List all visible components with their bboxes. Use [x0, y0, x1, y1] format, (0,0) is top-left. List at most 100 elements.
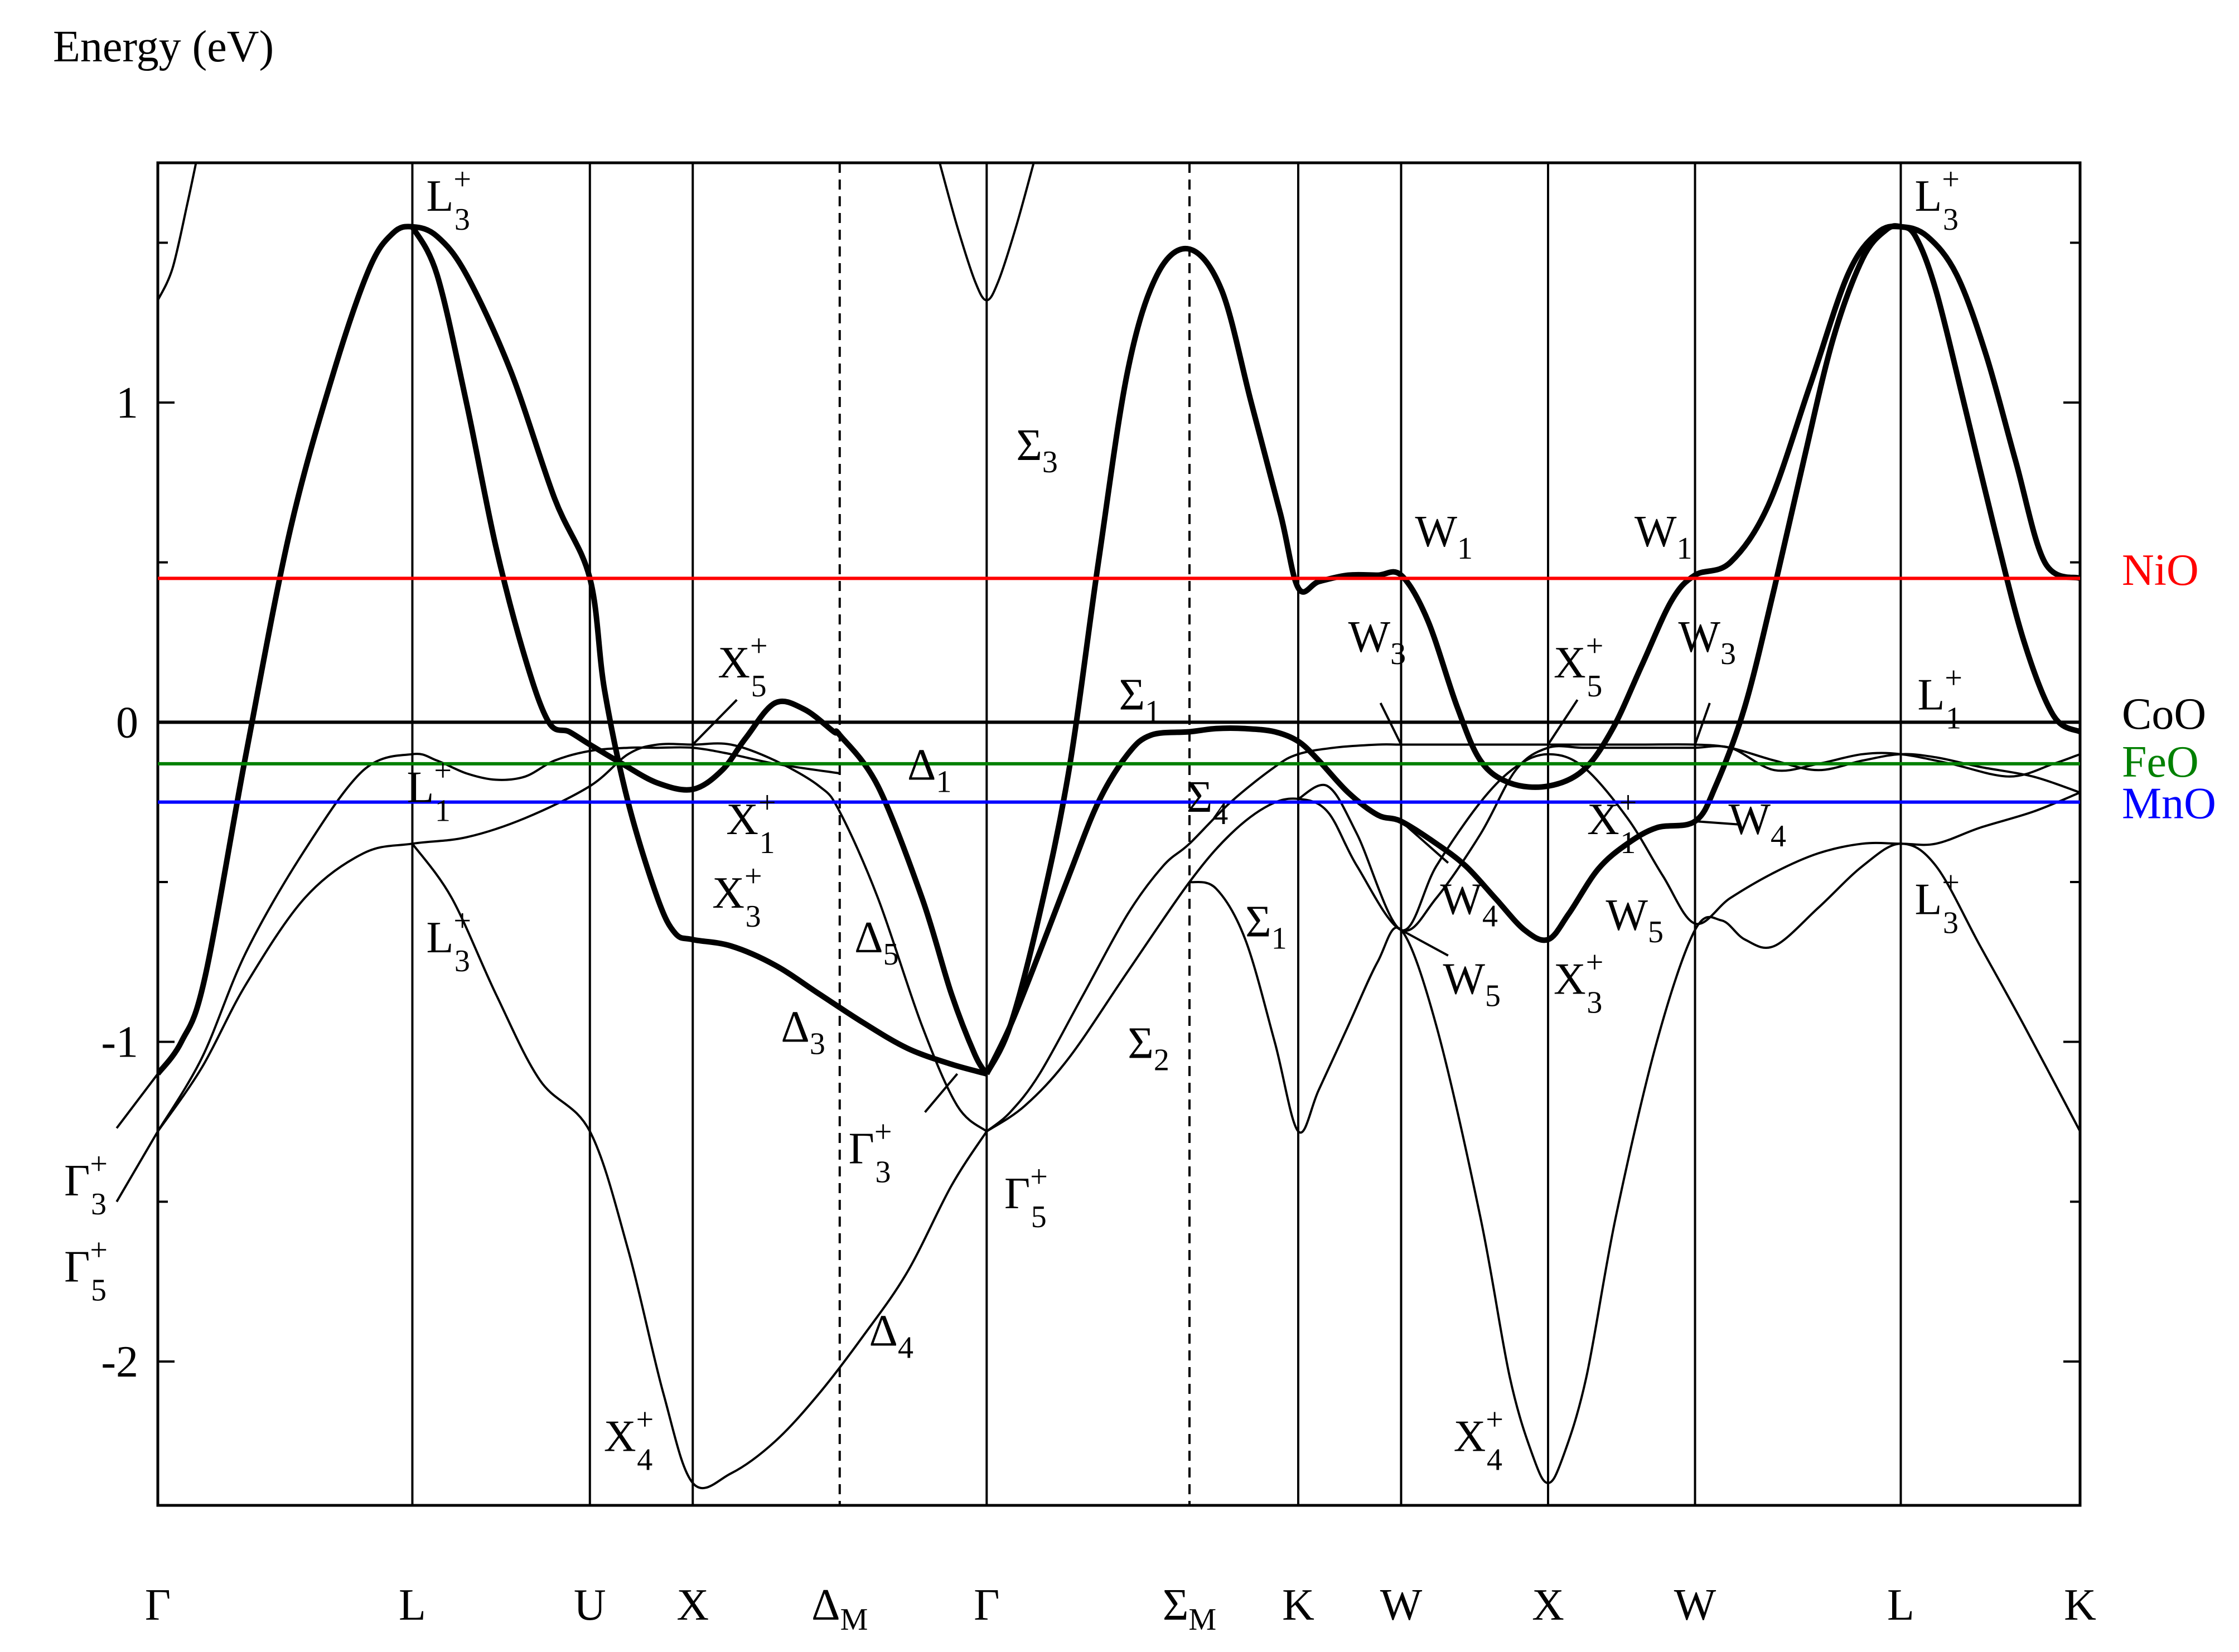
symmetry-label: L+ 3: [426, 904, 471, 978]
label-base: L: [426, 172, 453, 221]
k-point-symbol: K: [1282, 1581, 1314, 1630]
k-point-label: L: [1887, 1581, 1914, 1630]
label-superscript: +: [1586, 946, 1604, 980]
y-tick-label: -1: [101, 1018, 138, 1067]
label-base: FeO: [2122, 738, 2199, 787]
symmetry-label: X+ 4: [1454, 1403, 1503, 1477]
annotation-leader-line: [115, 1073, 159, 1129]
symmetry-label: X+ 5: [718, 629, 767, 704]
k-point-label: W: [1380, 1581, 1423, 1630]
symmetry-label: L+ 3: [1914, 865, 1959, 940]
label-base: X: [718, 638, 750, 687]
label-superscript: +: [453, 162, 471, 197]
k-point-symbol: L: [1887, 1581, 1914, 1630]
label-base: W: [1443, 955, 1485, 1004]
symmetry-label: Σ4: [1187, 773, 1229, 831]
band-curve: [986, 745, 2080, 1132]
label-base: X: [1554, 955, 1586, 1004]
band-curve: [1297, 753, 2080, 932]
label-subscript: 1: [1457, 531, 1473, 566]
label-subscript: 5: [1031, 1200, 1047, 1234]
label-base: Σ: [1128, 1019, 1154, 1068]
symmetry-label: X+ 5: [1554, 629, 1603, 704]
label-superscript: +: [1942, 162, 1960, 197]
label-superscript: +: [434, 754, 452, 788]
k-point-symbol: X: [1532, 1581, 1564, 1630]
label-subscript: 1: [936, 765, 951, 800]
k-point-label: ΣM: [1163, 1581, 1216, 1637]
k-point-label: X: [676, 1581, 709, 1630]
k-point-label: W: [1674, 1581, 1716, 1630]
symmetry-label: Δ3: [781, 1003, 825, 1062]
k-point-label: U: [574, 1581, 606, 1630]
material-label: NiO: [2122, 546, 2199, 595]
label-base: Δ: [781, 1003, 809, 1052]
annotation-leader-line: [1400, 929, 1449, 957]
label-superscript: +: [90, 1233, 108, 1268]
band-curve: [158, 746, 840, 1132]
material-label: MnO: [2122, 779, 2216, 828]
label-superscript: +: [758, 786, 776, 820]
annotation-leader-line: [1694, 703, 1711, 745]
symmetry-label: X+ 3: [1554, 946, 1603, 1020]
symmetry-label: Δ5: [854, 913, 898, 972]
label-superscript: +: [636, 1403, 654, 1437]
symmetry-label: W5: [1606, 891, 1664, 949]
label-base: X: [604, 1412, 636, 1461]
label-subscript: 1: [1677, 531, 1692, 566]
label-base: X: [1454, 1412, 1486, 1461]
label-base: L: [1914, 172, 1942, 221]
symmetry-label: Γ+ 3: [849, 1115, 892, 1190]
symmetry-label: W3: [1348, 613, 1406, 671]
symmetry-label: L+ 1: [407, 754, 451, 829]
label-subscript: 3: [454, 944, 470, 978]
k-point-label: Γ: [145, 1581, 171, 1630]
label-superscript: +: [1586, 629, 1604, 663]
label-subscript: 1: [1145, 694, 1160, 729]
label-subscript: 4: [898, 1330, 913, 1365]
symmetry-label: L+ 3: [1914, 162, 1959, 237]
label-base: Δ: [869, 1306, 897, 1355]
label-subscript: 3: [810, 1027, 825, 1062]
symmetry-label: Σ1: [1245, 897, 1287, 956]
k-point-symbol: W: [1380, 1581, 1423, 1630]
label-subscript: 1: [435, 794, 451, 829]
label-base: Γ: [849, 1125, 874, 1174]
symmetry-label: X+ 1: [726, 786, 776, 860]
label-subscript: 4: [1487, 1443, 1502, 1477]
label-base: Γ: [64, 1243, 90, 1292]
k-point-label: K: [1282, 1581, 1314, 1630]
k-point-symbol: Δ: [811, 1581, 840, 1630]
k-point-subscript: M: [840, 1602, 868, 1637]
symmetry-label: X+ 3: [712, 859, 762, 934]
label-base: X: [726, 795, 758, 844]
label-superscript: +: [1619, 786, 1637, 820]
label-base: W: [1679, 613, 1721, 662]
label-superscript: +: [1486, 1403, 1503, 1437]
label-subscript: 4: [1482, 899, 1498, 933]
band-curve: [939, 163, 1035, 302]
symmetry-label: Σ2: [1128, 1019, 1169, 1077]
label-base: X: [1554, 638, 1586, 687]
symmetry-label: W1: [1634, 507, 1692, 566]
k-point-symbol: L: [399, 1581, 426, 1630]
label-subscript: 3: [91, 1187, 107, 1222]
symmetry-label: W5: [1443, 955, 1501, 1014]
label-base: W: [1440, 875, 1482, 924]
label-superscript: +: [744, 859, 762, 894]
label-base: Σ: [1245, 897, 1271, 946]
label-base: W: [1634, 507, 1677, 556]
symmetry-label: W4: [1440, 875, 1498, 933]
band-curve: [158, 163, 197, 301]
label-subscript: 4: [1212, 797, 1228, 831]
symmetry-label: W3: [1679, 613, 1737, 671]
label-base: NiO: [2122, 546, 2199, 595]
label-base: Γ: [64, 1156, 90, 1205]
label-base: W: [1348, 613, 1391, 662]
label-subscript: 1: [1620, 826, 1636, 860]
symmetry-label: Δ4: [869, 1306, 913, 1365]
label-superscript: +: [1945, 661, 1962, 695]
material-label: CoO: [2122, 690, 2206, 739]
symmetry-label: Γ+ 5: [64, 1233, 108, 1308]
label-subscript: 5: [751, 669, 767, 704]
